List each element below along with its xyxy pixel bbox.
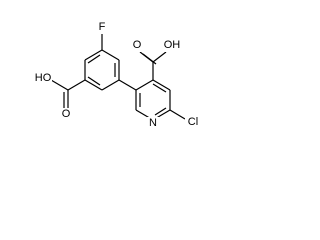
double-bond (154, 107, 167, 116)
bond (169, 109, 186, 120)
atom-label: F (99, 21, 106, 33)
bond (152, 79, 171, 91)
bond (101, 49, 120, 61)
double-bond (87, 76, 101, 86)
label-bg (131, 39, 143, 52)
double-bond (152, 83, 167, 93)
bond (118, 79, 137, 91)
atom-label: N (149, 117, 157, 129)
bond (50, 79, 69, 91)
atom-label: Cl (188, 116, 198, 128)
bond (101, 79, 120, 91)
double-bond (142, 53, 157, 65)
bonds (50, 33, 186, 121)
atom-label: O (62, 108, 71, 120)
label-bg (185, 116, 201, 129)
bond (84, 79, 103, 91)
double-bond (87, 54, 101, 64)
atom-label: O (133, 39, 142, 51)
bond (84, 49, 103, 61)
atom-label: HO (35, 72, 52, 84)
label-bg (34, 72, 52, 85)
bond (135, 79, 154, 91)
bond (152, 51, 167, 63)
atom-labels: F HO O O OH N Cl (34, 21, 201, 130)
bond (67, 79, 86, 91)
page: F HO O O OH N Cl (() => { const data = J… (0, 0, 209, 148)
label-bg (147, 117, 159, 130)
atom-label: OH (164, 39, 181, 51)
structure: F HO O O OH N Cl (34, 21, 201, 130)
label-bg (96, 21, 108, 34)
label-bg (163, 39, 181, 52)
label-bg (60, 108, 72, 121)
